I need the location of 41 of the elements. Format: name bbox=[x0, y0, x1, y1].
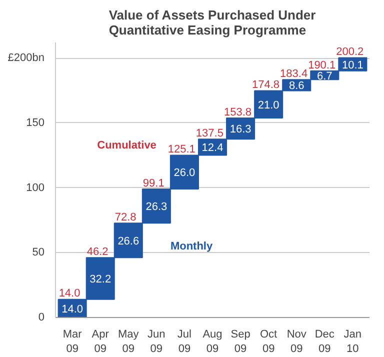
x-tick-label: Jul 09 bbox=[177, 328, 192, 355]
annotation: 72.8 bbox=[114, 211, 136, 224]
y-tick-label: 50 bbox=[32, 246, 45, 259]
annotation: 46.2 bbox=[86, 246, 108, 258]
x-tick-label: Nov 09 bbox=[286, 328, 307, 355]
annotation: 190.1 bbox=[308, 59, 336, 72]
y-tick-label: 0 bbox=[38, 312, 45, 324]
data-label: 21.0 bbox=[258, 99, 280, 112]
series-label: Monthly bbox=[170, 240, 214, 253]
chart-title: Value of Assets Purchased Under Quantitative Easing Programme bbox=[108, 8, 316, 38]
data-label: 14.0 bbox=[58, 288, 80, 300]
annotation: 99.1 bbox=[142, 177, 164, 190]
annotation: 14.0 bbox=[62, 303, 84, 316]
x-tick-label: Mar 09 bbox=[62, 328, 82, 355]
annotation: 183.4 bbox=[280, 68, 308, 80]
data-label: 26.3 bbox=[146, 201, 168, 214]
data-label: 32.2 bbox=[90, 273, 112, 286]
data-label: 12.4 bbox=[202, 142, 224, 154]
annotation: Cumulative bbox=[97, 139, 156, 152]
y-tick-label: 150 bbox=[26, 116, 45, 129]
x-tick-label: Jun 09 bbox=[148, 328, 166, 355]
data-label: 8.6 bbox=[288, 80, 304, 92]
data-label: 16.3 bbox=[230, 124, 252, 136]
annotation: 174.8 bbox=[252, 79, 280, 92]
annotation: 200.2 bbox=[336, 46, 364, 58]
x-tick-label: May 09 bbox=[118, 328, 140, 355]
x-tick-label: Apr 09 bbox=[92, 328, 110, 355]
data-label: 6.7 bbox=[316, 70, 332, 82]
x-tick-label: Sep 09 bbox=[230, 328, 250, 355]
annotation: 125.1 bbox=[168, 144, 196, 156]
annotation: 153.8 bbox=[224, 106, 252, 118]
x-tick-label: Jan 10 bbox=[344, 328, 362, 355]
data-label: 26.0 bbox=[174, 167, 196, 180]
x-tick-label: Dec 09 bbox=[314, 328, 335, 355]
data-label: 26.6 bbox=[118, 235, 140, 248]
y-tick-label: 100 bbox=[26, 182, 45, 194]
x-tick-label: Aug 09 bbox=[202, 328, 222, 355]
data-label: 10.1 bbox=[342, 59, 364, 72]
y-tick-label: £200bn bbox=[8, 52, 45, 64]
x-tick-label: Oct 09 bbox=[260, 328, 278, 355]
annotation: 137.5 bbox=[196, 128, 224, 140]
